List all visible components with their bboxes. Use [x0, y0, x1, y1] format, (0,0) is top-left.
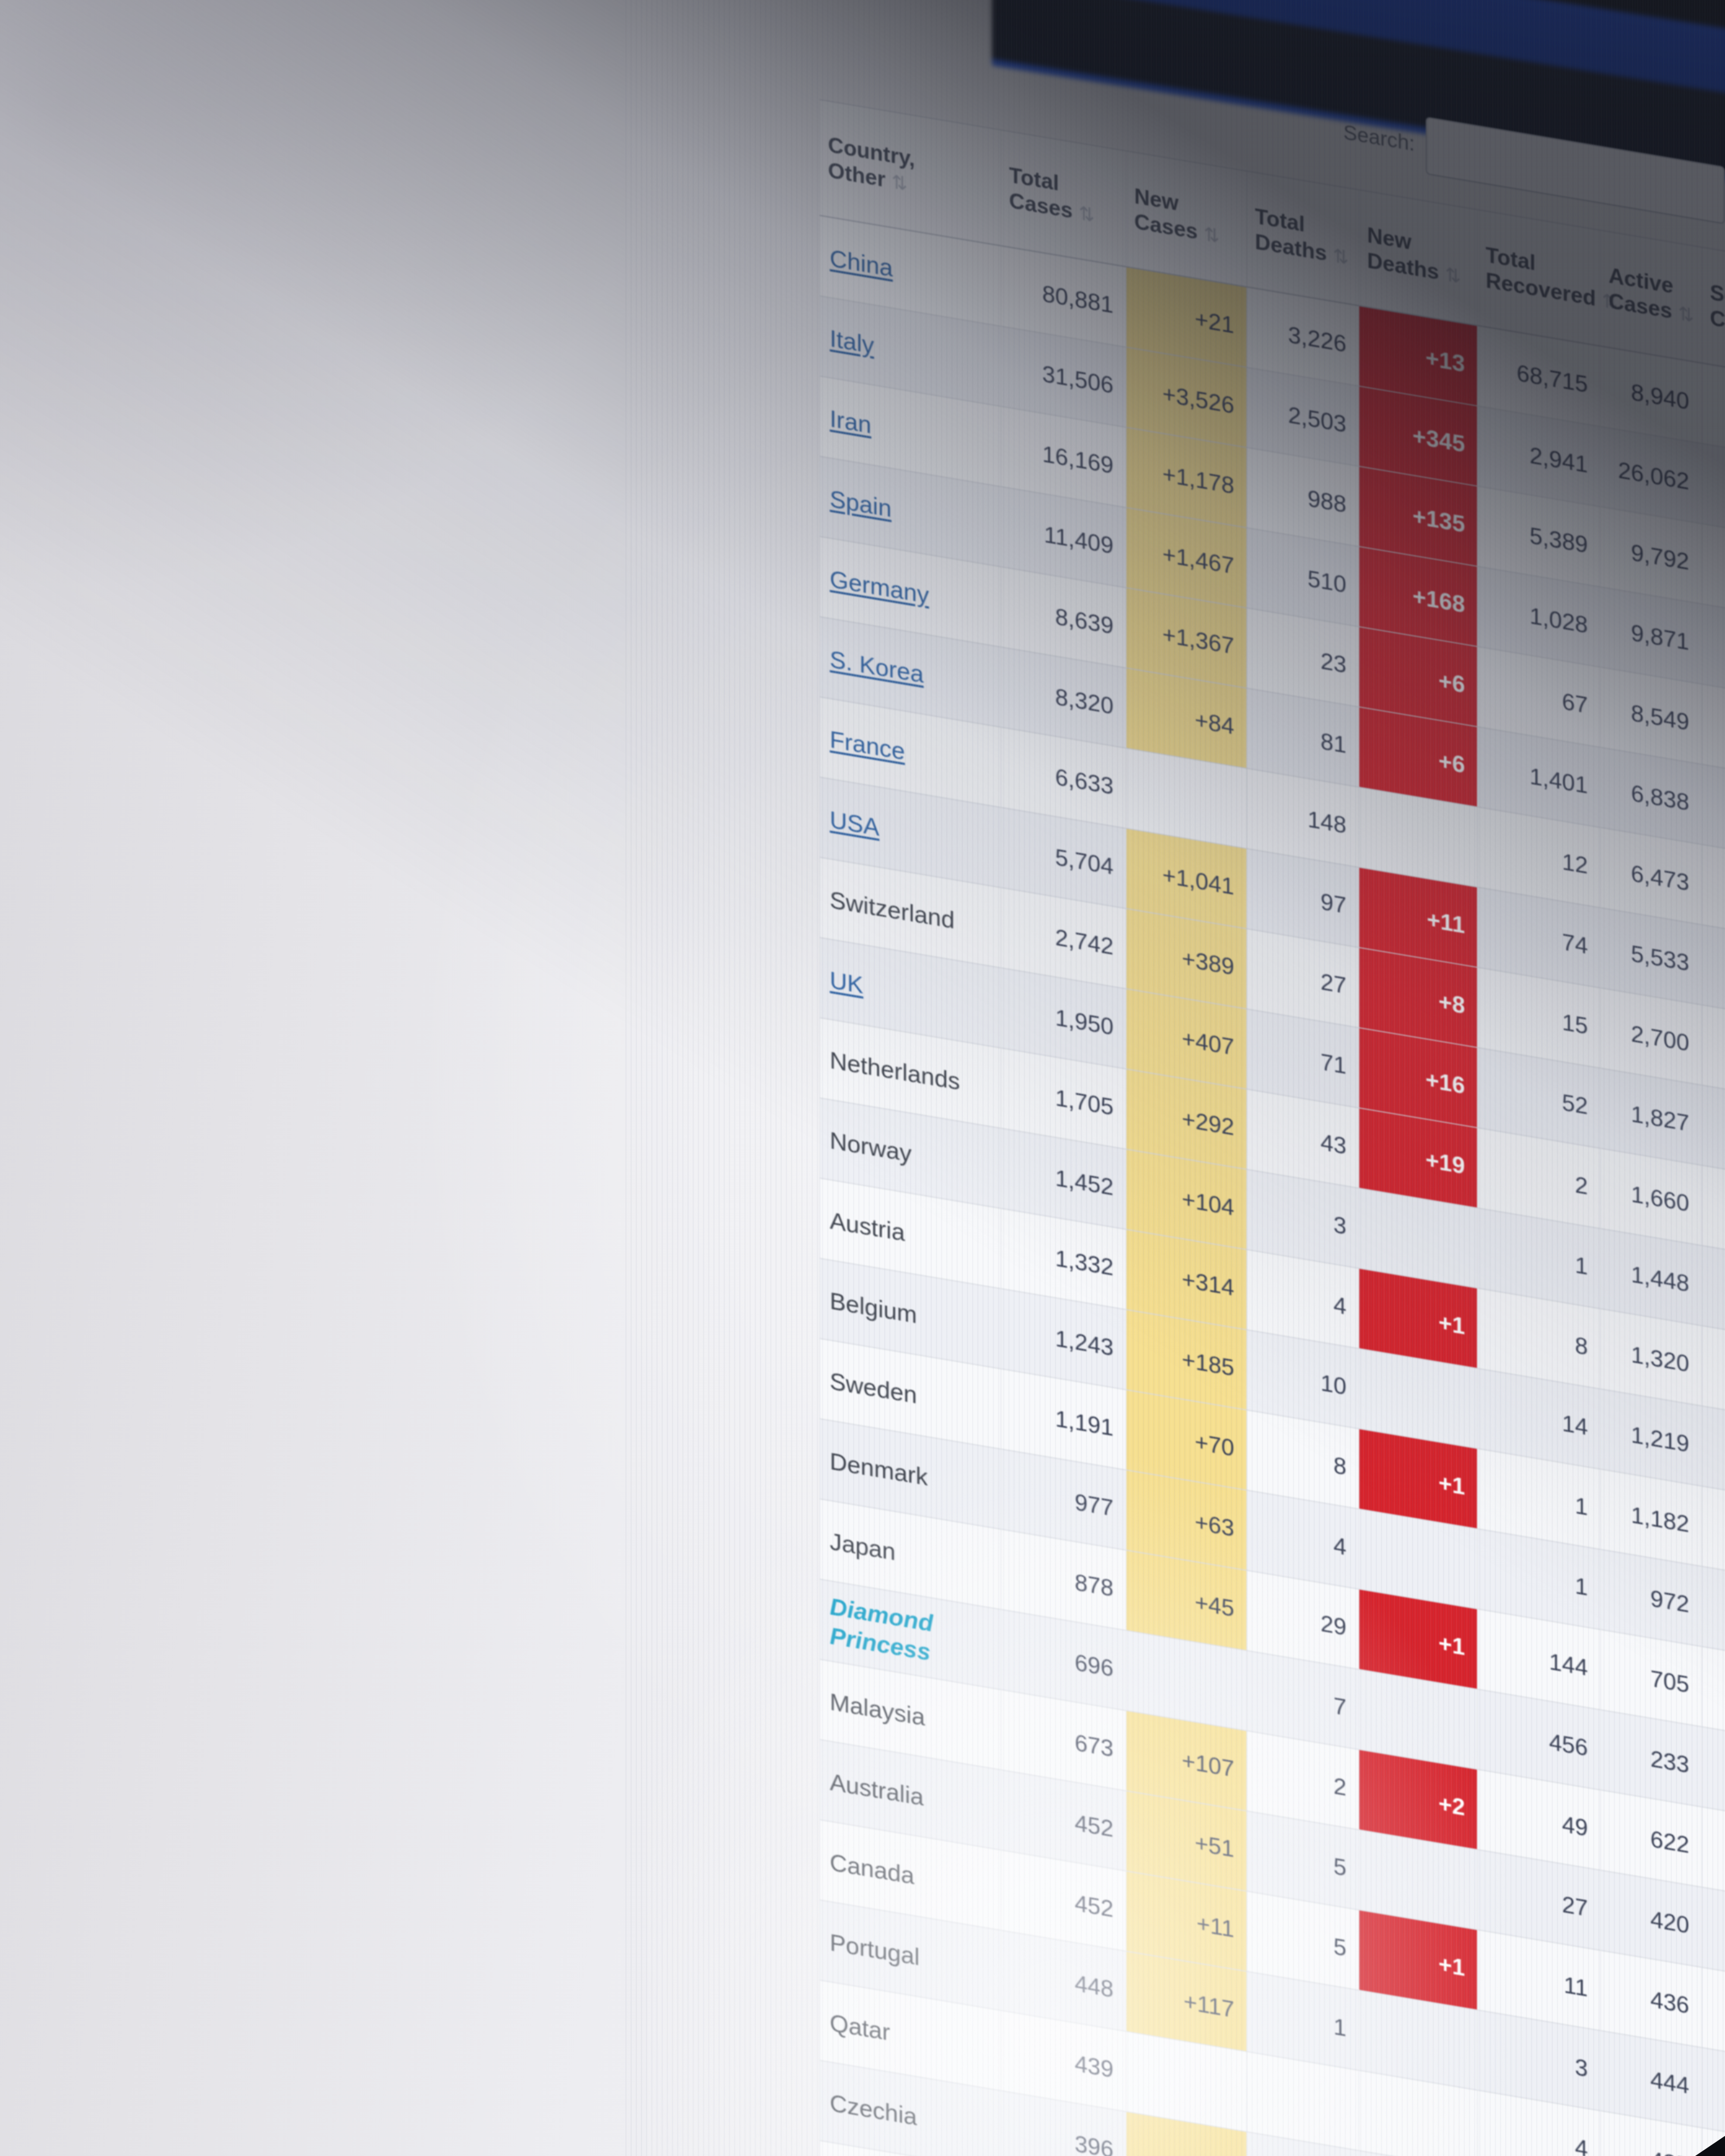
col-header-total_cases[interactable]: Total Cases⇅ — [1001, 130, 1126, 266]
country-name[interactable]: USA — [830, 805, 879, 841]
sort-icon[interactable]: ⇅ — [1204, 223, 1220, 247]
country-name[interactable]: S. Korea — [830, 645, 924, 688]
col-header-label: New Deaths — [1367, 223, 1439, 285]
sort-icon[interactable]: ⇅ — [891, 171, 907, 194]
col-header-new_deaths[interactable]: New Deaths⇅ — [1359, 190, 1477, 326]
covid-stats-page: Search: Country, Other⇅Total Cases⇅New C… — [819, 99, 1725, 2156]
cell-serious-critical — [1702, 2128, 1725, 2156]
country-name: Portugal — [830, 1928, 920, 1971]
country-name[interactable]: Italy — [830, 324, 874, 359]
col-header-new_cases[interactable]: New Cases⇅ — [1126, 151, 1247, 287]
country-name: Switzerland — [830, 886, 954, 934]
country-name: Canada — [830, 1848, 914, 1890]
col-header-label: Serious, Critical — [1710, 280, 1725, 342]
covid-country-table: Country, Other⇅Total Cases⇅New Cases⇅Tot… — [819, 99, 1725, 2156]
country-name[interactable]: UK — [830, 966, 863, 999]
sort-icon[interactable]: ⇅ — [1079, 202, 1095, 226]
col-header-total_deaths[interactable]: Total Deaths⇅ — [1247, 171, 1359, 306]
sort-icon[interactable]: ⇅ — [1333, 244, 1349, 268]
country-name: Denmark — [830, 1447, 928, 1491]
col-header-label: Total Cases — [1009, 163, 1073, 223]
col-header-label: Active Cases — [1609, 263, 1673, 323]
country-name: Qatar — [830, 2009, 890, 2046]
country-name: Japan — [830, 1527, 896, 1566]
col-header-total_recovered[interactable]: Total Recovered⇅ — [1477, 210, 1600, 346]
sort-icon[interactable]: ⇅ — [1445, 263, 1461, 287]
country-name: Austria — [830, 1206, 905, 1246]
country-name[interactable]: France — [830, 725, 905, 765]
sort-icon[interactable]: ⇅ — [1678, 302, 1694, 326]
col-header-label: Total Recovered — [1486, 243, 1596, 311]
country-name: Czechia — [830, 2089, 917, 2131]
country-name: Sweden — [830, 1367, 917, 1409]
country-name[interactable]: Spain — [830, 485, 891, 522]
country-name: Australia — [830, 1768, 924, 1811]
country-name: Malaysia — [830, 1688, 925, 1731]
country-name[interactable]: Iran — [830, 404, 872, 439]
country-name: Belgium — [830, 1287, 917, 1329]
col-header-active_cases[interactable]: Active Cases⇅ — [1600, 230, 1702, 363]
col-header-label: New Cases — [1134, 184, 1198, 244]
country-name[interactable]: Germany — [830, 565, 929, 609]
col-header-label: Total Deaths — [1255, 204, 1327, 266]
photo-of-screen: { "chrome": { "tab1_fragment": "ogy |", … — [0, 0, 1725, 2156]
country-name[interactable]: China — [830, 244, 893, 282]
search-label: Search: — [1343, 120, 1414, 156]
country-name: Norway — [830, 1126, 912, 1167]
country-name: Netherlands — [830, 1046, 960, 1095]
